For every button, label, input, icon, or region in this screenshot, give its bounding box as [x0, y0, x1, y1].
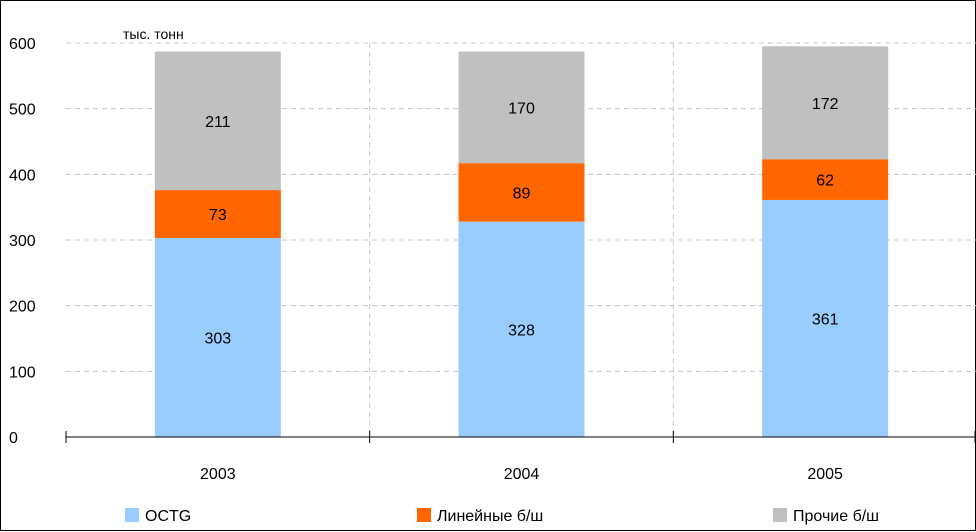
y-tick-label: 400 [9, 167, 36, 184]
bar-segment [458, 163, 585, 222]
legend: OCTG Линейные б/ш Прочие б/ш [125, 508, 879, 525]
bar-segment [154, 190, 281, 239]
x-tick-label: 2004 [504, 466, 540, 483]
y-tick-label: 100 [9, 364, 36, 381]
bar-segment [154, 238, 281, 437]
bar-segment [458, 51, 585, 164]
data-label: 303 [204, 331, 231, 348]
legend-label: Линейные б/ш [437, 508, 543, 525]
legend-label: OCTG [145, 508, 191, 525]
y-tick-label: 300 [9, 233, 36, 250]
data-label: 62 [816, 173, 834, 190]
legend-swatch [773, 508, 787, 522]
legend-label: Прочие б/ш [793, 508, 879, 525]
bar-segment [762, 46, 889, 160]
legend-swatch [125, 508, 139, 522]
x-tick-label: 2003 [200, 466, 236, 483]
y-tick-label: 600 [9, 36, 36, 53]
bar-segment [154, 51, 281, 191]
x-tick-label: 2005 [807, 466, 843, 483]
data-label: 73 [209, 207, 227, 224]
bars: 303 73 211 328 89 170 361 62 172 [154, 46, 889, 437]
y-tick-label: 0 [9, 430, 18, 447]
data-label: 361 [812, 311, 839, 328]
y-tick-label: 200 [9, 299, 36, 316]
data-label: 172 [812, 96, 839, 113]
data-label: 328 [508, 322, 535, 339]
data-label: 170 [508, 100, 535, 117]
bar-segment [762, 159, 889, 200]
data-label: 211 [205, 114, 231, 131]
y-tick-label: 500 [9, 102, 36, 119]
axes: 0 100 200 300 400 500 600 2003 2004 2005 [9, 36, 976, 483]
data-label: 89 [513, 185, 531, 202]
legend-swatch [417, 508, 431, 522]
unit-label: тыс. тонн [123, 26, 184, 42]
bar-segment [458, 221, 585, 437]
bar-segment [762, 199, 889, 437]
